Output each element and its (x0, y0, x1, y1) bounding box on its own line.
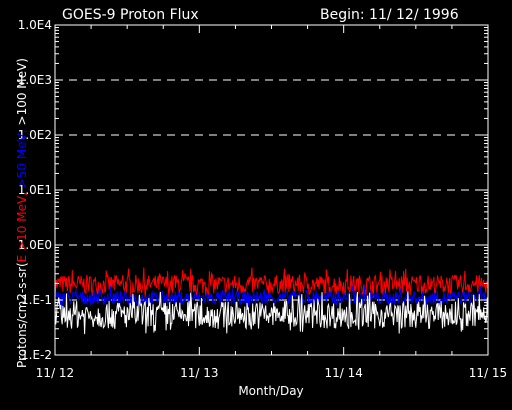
begin-date-label: Begin: 11/ 12/ 1996 (320, 7, 459, 23)
x-tick-label: 11/ 13 (180, 366, 218, 380)
data-series (54, 267, 489, 335)
flux-series-line (54, 267, 489, 299)
y-tick-label: 1.0E2 (18, 128, 52, 142)
x-tick-label: 11/ 14 (324, 366, 362, 380)
flux-series-line (54, 291, 489, 335)
y-axis-ticks: 1.0E4 1.0E3 1.0E2 1.0E1 1.0E0 1.E-1 1.E-2 (18, 18, 488, 362)
x-tick-label: 11/ 12 (36, 366, 74, 380)
y-tick-label: 1.0E0 (18, 238, 52, 252)
y-axis-label-part: E >10 MeV, (15, 188, 29, 262)
y-tick-label: 1.0E3 (18, 73, 52, 87)
gridlines (55, 79, 488, 301)
y-tick-label: 1.0E1 (18, 183, 52, 197)
y-axis-label: Protons/cm2-s-sr(E >10 MeV, >50 MeV, >10… (15, 58, 29, 368)
y-axis-label-part: >50 MeV, (15, 125, 29, 188)
flux-series-line (54, 284, 489, 308)
y-axis-label-part: >100 MeV) (15, 58, 29, 125)
x-tick-label: 11/ 15 (469, 366, 507, 380)
y-tick-label: 1.E-2 (21, 348, 52, 362)
x-axis-ticks: 11/ 12 11/ 13 11/ 14 11/ 15 (36, 25, 507, 380)
y-axis-label-part: Protons/cm2-s-sr( (15, 262, 29, 368)
y-tick-label: 1.0E4 (18, 18, 52, 32)
x-axis-label: Month/Day (238, 384, 303, 398)
y-tick-label: 1.E-1 (21, 293, 52, 307)
chart-title: GOES-9 Proton Flux (62, 7, 199, 23)
